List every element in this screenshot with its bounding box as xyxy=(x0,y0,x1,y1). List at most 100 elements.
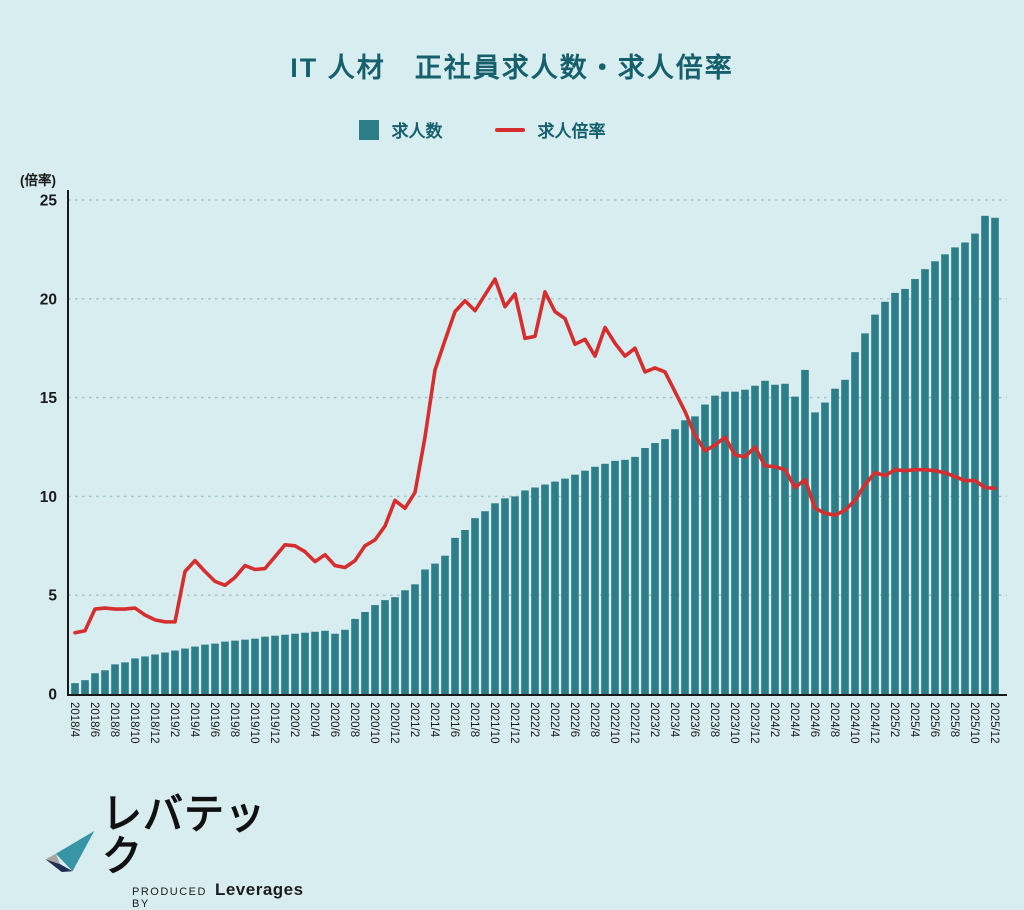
bar-series-swatch xyxy=(358,119,379,140)
bar-2020/9 xyxy=(361,611,369,694)
x-tick-2019/10: 2019/10 xyxy=(248,702,260,744)
bar-2023/3 xyxy=(661,439,669,694)
bar-2020/10 xyxy=(371,605,379,694)
x-tick-2021/6: 2021/6 xyxy=(448,702,460,737)
y-tick-5: 5 xyxy=(48,588,57,605)
x-tick-2023/2: 2023/2 xyxy=(648,702,660,737)
x-tick-2025/2: 2025/2 xyxy=(888,702,900,737)
bar-2020/1 xyxy=(281,634,289,694)
bar-2018/10 xyxy=(131,658,139,694)
x-tick-2022/6: 2022/6 xyxy=(568,702,580,737)
bar-2025/2 xyxy=(891,292,899,694)
y-tick-20: 20 xyxy=(40,291,57,308)
bar-2025/3 xyxy=(901,288,909,694)
x-tick-2022/8: 2022/8 xyxy=(588,702,600,737)
bar-2022/11 xyxy=(621,459,629,694)
bar-2021/1 xyxy=(401,590,409,694)
bar-2018/6 xyxy=(91,673,99,694)
x-tick-2023/12: 2023/12 xyxy=(748,702,760,744)
bar-2025/10 xyxy=(971,233,979,695)
x-tick-2022/10: 2022/10 xyxy=(608,702,620,744)
bar-2019/5 xyxy=(201,644,209,694)
legend-bars-label: 求人数 xyxy=(391,122,443,141)
bar-2020/12 xyxy=(391,597,399,694)
bar-2020/6 xyxy=(331,633,339,694)
bar-2022/6 xyxy=(571,474,579,694)
logo-subline: PRODUCED BY Leverages xyxy=(132,880,303,910)
bar-2023/4 xyxy=(671,429,679,694)
x-tick-2021/2: 2021/2 xyxy=(408,702,420,737)
bar-2021/9 xyxy=(481,511,489,694)
bar-2020/8 xyxy=(351,618,359,694)
x-tick-2022/4: 2022/4 xyxy=(548,702,560,738)
x-tick-2018/8: 2018/8 xyxy=(108,702,120,737)
bar-2018/4 xyxy=(71,683,79,694)
bar-2024/5 xyxy=(801,369,809,694)
x-tick-2024/4: 2024/4 xyxy=(788,702,800,738)
bar-2022/3 xyxy=(541,484,549,694)
bar-2023/1 xyxy=(641,447,649,694)
bar-2023/9 xyxy=(721,391,729,694)
bar-2025/5 xyxy=(921,269,929,694)
x-tick-2018/6: 2018/6 xyxy=(88,702,100,737)
y-tick-0: 0 xyxy=(48,687,57,704)
legend-item-line: 求人倍率 xyxy=(494,117,606,142)
bar-2022/4 xyxy=(551,481,559,694)
paper-plane-logo-icon xyxy=(45,830,95,872)
bar-2024/11 xyxy=(861,333,869,694)
bar-2018/11 xyxy=(141,656,149,694)
bar-2019/6 xyxy=(211,643,219,694)
bar-2021/5 xyxy=(441,555,449,694)
bar-2024/4 xyxy=(791,396,799,694)
bar-2024/1 xyxy=(761,380,769,694)
bar-2019/8 xyxy=(231,640,239,694)
bar-2025/12 xyxy=(991,217,999,694)
x-tick-2021/4: 2021/4 xyxy=(428,702,440,738)
bar-2018/9 xyxy=(121,662,129,694)
bar-2019/11 xyxy=(261,636,269,694)
x-tick-2019/12: 2019/12 xyxy=(268,702,280,744)
x-tick-2024/8: 2024/8 xyxy=(828,702,840,737)
x-tick-2020/2: 2020/2 xyxy=(288,702,300,737)
company-name: Leverages xyxy=(214,880,304,899)
x-tick-2025/10: 2025/10 xyxy=(968,702,980,744)
bar-2024/8 xyxy=(831,388,839,694)
chart-legend: 求人数 求人倍率 xyxy=(0,117,994,142)
x-tick-2022/12: 2022/12 xyxy=(628,702,640,744)
bar-2022/7 xyxy=(581,470,589,694)
bar-2025/11 xyxy=(981,215,989,695)
bar-2021/2 xyxy=(411,584,419,694)
bar-2023/12 xyxy=(751,385,759,694)
levtech-logo: レバテック PRODUCED BY Leverages xyxy=(40,791,303,910)
y-axis-unit-label: (倍率) xyxy=(20,172,56,188)
bar-2023/11 xyxy=(741,389,749,694)
x-tick-2025/6: 2025/6 xyxy=(928,702,940,737)
bar-2019/7 xyxy=(221,641,229,694)
x-tick-2019/6: 2019/6 xyxy=(208,702,220,737)
logo-wordmark: レバテック xyxy=(102,791,267,881)
x-tick-2024/10: 2024/10 xyxy=(848,702,860,744)
x-tick-2020/10: 2020/10 xyxy=(368,702,380,744)
bar-2023/8 xyxy=(711,395,719,694)
bar-2022/2 xyxy=(531,487,539,694)
bar-2022/8 xyxy=(591,466,599,694)
chart-svg: 0 5 10 15 20 25 (倍率) 2018/4 2018/6 2018/8 2018/10 2… xyxy=(20,172,1007,744)
line-series-swatch xyxy=(494,127,525,132)
bar-2024/2 xyxy=(771,384,779,694)
bar-2024/7 xyxy=(821,402,829,694)
bar-2018/5 xyxy=(81,680,89,694)
bar-2024/12 xyxy=(871,314,879,694)
x-tick-2021/12: 2021/12 xyxy=(508,702,520,744)
bar-2023/7 xyxy=(701,404,709,694)
x-tick-2021/10: 2021/10 xyxy=(488,702,500,744)
bar-2019/9 xyxy=(241,639,249,694)
bar-2019/10 xyxy=(251,638,259,694)
bar-2025/9 xyxy=(961,242,969,694)
bar-2020/5 xyxy=(321,630,329,694)
x-tick-2023/6: 2023/6 xyxy=(688,702,700,737)
bar-2020/7 xyxy=(341,629,349,694)
x-tick-2020/6: 2020/6 xyxy=(328,702,340,737)
x-tick-2025/4: 2025/4 xyxy=(908,702,920,738)
bar-2025/4 xyxy=(911,279,919,694)
bar-2019/3 xyxy=(181,648,189,694)
